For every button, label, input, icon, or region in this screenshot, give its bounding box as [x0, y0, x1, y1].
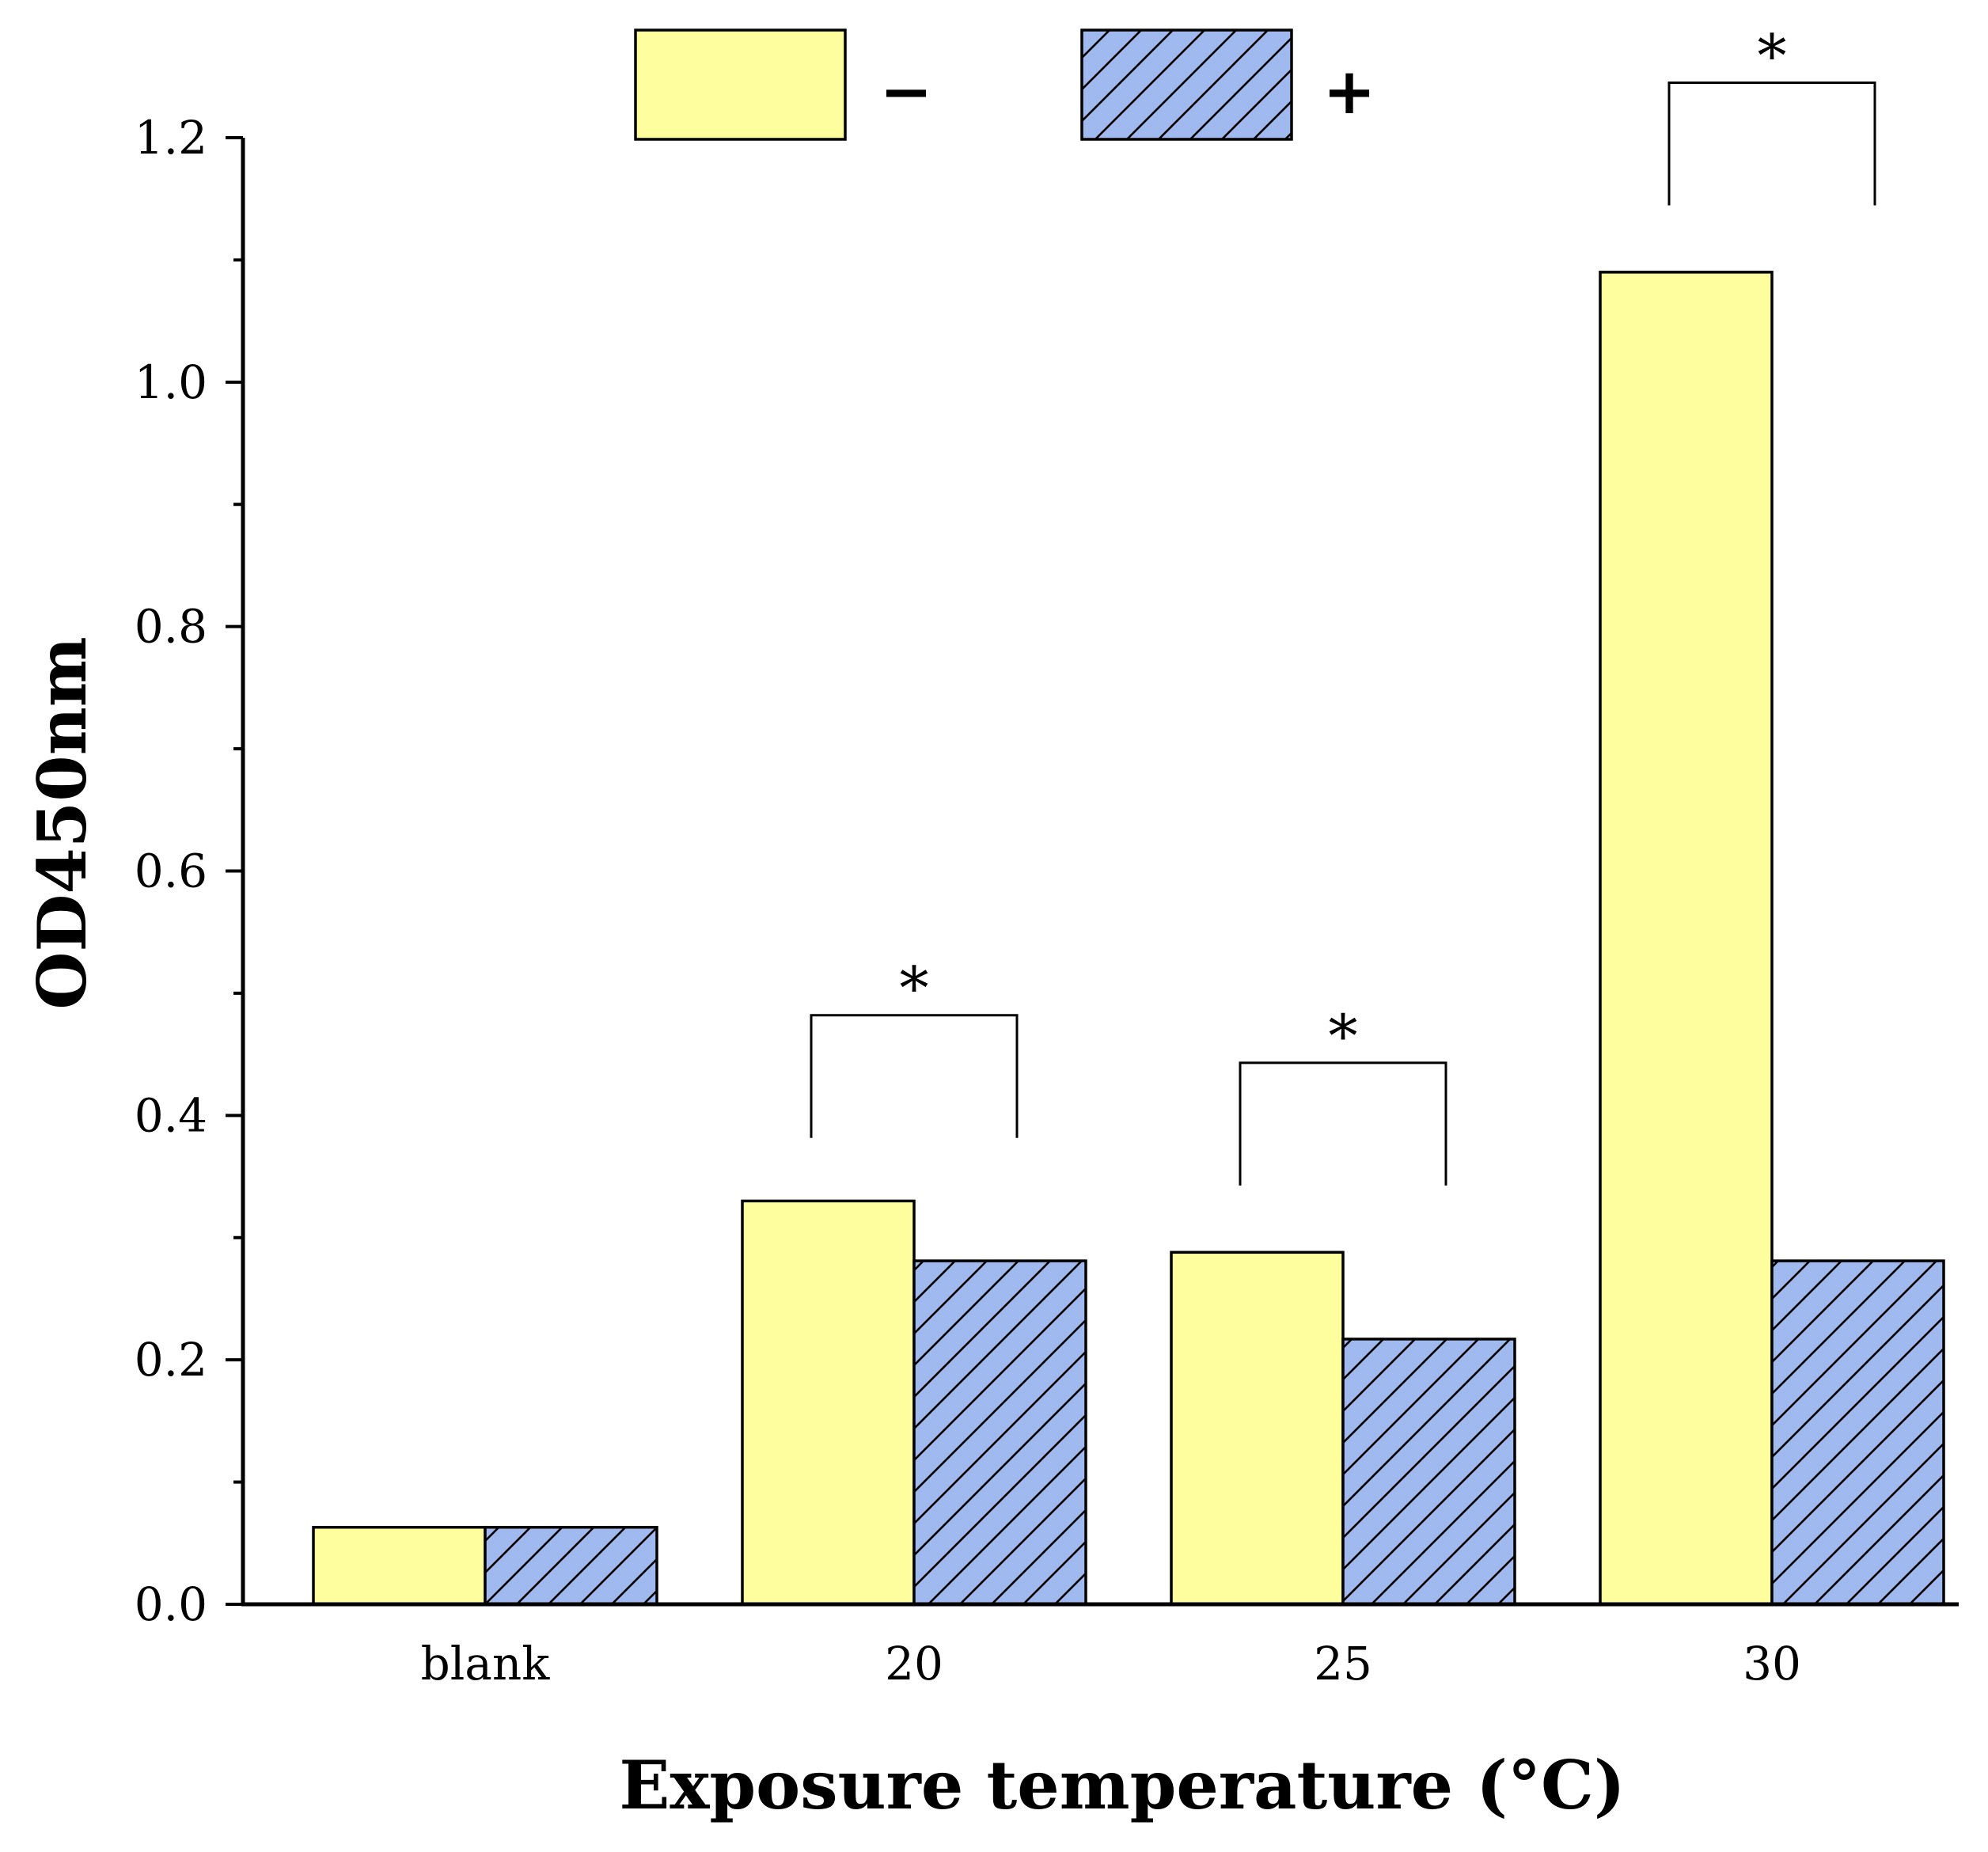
bar-minus-blank — [312, 1525, 487, 1606]
x-tick-label: 25 — [1314, 1637, 1372, 1691]
bars-layer — [312, 271, 1945, 1606]
legend-swatch-plus — [1080, 28, 1293, 141]
significance-star: * — [1758, 23, 1787, 91]
significance-bracket — [810, 1014, 1019, 1138]
bar-minus-25 — [1170, 1250, 1345, 1606]
significance-star: * — [1329, 1003, 1358, 1071]
significance-star: * — [900, 955, 929, 1023]
x-tick-label: blank — [421, 1637, 551, 1691]
legend: − + — [634, 28, 1376, 141]
x-tick-label: 20 — [885, 1637, 943, 1691]
legend-swatch-minus — [634, 28, 847, 141]
significance-bracket — [1667, 82, 1876, 206]
y-tick-label: 0.8 — [135, 600, 207, 654]
bar-plus-25 — [1341, 1338, 1516, 1606]
legend-label-plus: + — [1322, 55, 1375, 128]
y-tick-label: 0.4 — [135, 1088, 207, 1142]
y-tick-label: 1.0 — [135, 355, 207, 409]
bar-minus-30 — [1599, 271, 1774, 1606]
x-axis-title: Exposure temperature (°C) — [619, 1746, 1625, 1824]
bar-minus-20 — [741, 1199, 916, 1606]
significance-layer: * * * — [810, 23, 1876, 1186]
y-tick-label: 1.2 — [135, 111, 207, 165]
bar-plus-30 — [1770, 1259, 1945, 1606]
axes-layer: 0.0 0.2 0.4 0.6 0.8 1.0 1.2 blank 20 25 30 — [135, 111, 1959, 1691]
x-tick-label: 30 — [1743, 1637, 1801, 1691]
bar-plus-blank — [484, 1525, 658, 1606]
y-tick-label: 0.6 — [135, 844, 207, 898]
significance-bracket — [1239, 1061, 1447, 1186]
y-tick-label: 0.2 — [135, 1333, 207, 1387]
y-tick-label: 0.0 — [135, 1577, 207, 1631]
legend-label-minus: − — [879, 55, 932, 128]
bar-plus-20 — [912, 1259, 1087, 1606]
y-axis-title: OD450nm — [23, 636, 101, 1009]
